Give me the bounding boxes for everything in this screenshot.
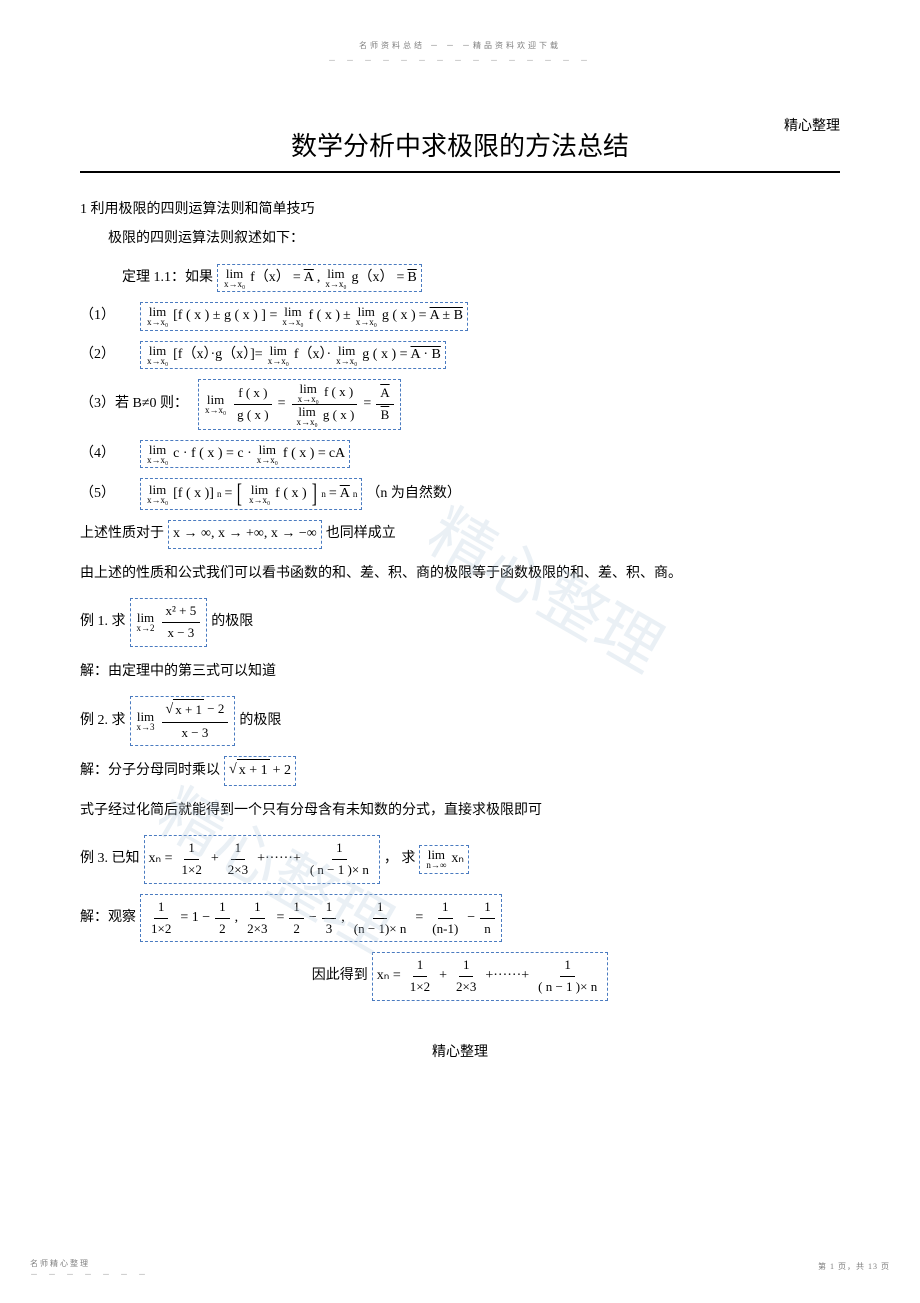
example-1-sol: 解：由定理中的第三式可以知道 — [80, 657, 840, 686]
rule-2: （2） limx→x₀ [f（x）·g（x）]= limx→x₀ f（x）· l… — [80, 341, 840, 369]
theorem-line: 定理 1.1：如果 limx→x₀ f（x）=A, limx→x₀ g（x）=B — [122, 264, 840, 292]
section-intro: 极限的四则运算法则叙述如下： — [80, 224, 840, 253]
header-top-right: 精心整理 — [784, 115, 840, 135]
header-dashes: － － － － － － － － － － － － － － － — [80, 55, 840, 66]
rule-3: （3）若 B≠0 则： limx→x₀ f ( x ) g ( x ) = li… — [80, 379, 840, 430]
example-3-obs: 解：观察 11×2 = 1 − 12 , 12×3 = 12 − 13 , 1(… — [80, 894, 840, 943]
theorem-label: 定理 1.1：如果 — [122, 267, 213, 289]
rule-4: （4） limx→x₀ c · f ( x ) = c · limx→x₀ f … — [80, 440, 840, 468]
rule-5-note: （n 为自然数） — [366, 483, 461, 505]
rule-1: （1） limx→x₀ [f ( x ) ± g ( x ) ] = limx→… — [80, 302, 840, 330]
example-1: 例 1. 求 limx→2 x² + 5 x − 3 的极限 — [80, 598, 840, 647]
section-heading: 1 利用极限的四则运算法则和简单技巧 — [80, 195, 840, 224]
footer-bottom-right: 第 1 页，共 13 页 — [818, 1261, 890, 1272]
example-2-sol: 解：分子分母同时乘以 x + 1 + 2 — [80, 756, 840, 785]
title-wrap: 数学分析中求极限的方法总结 — [80, 126, 840, 173]
rule-5: （5） limx→x₀ [f ( x )]n = [ limx→x₀ f ( x… — [80, 478, 840, 510]
footer-bottom-left: 名师精心整理 － － － － － － － — [30, 1258, 150, 1280]
header-top-center: 名师资料总结 － － －精品资料欢迎下载 — [80, 40, 840, 51]
example-3: 例 3. 已知 xₙ = 11×2 + 12×3 +······+ 1( n −… — [80, 835, 840, 884]
example-2: 例 2. 求 limx→3 x + 1 − 2 x − 3 的极限 — [80, 696, 840, 746]
example-2-post: 式子经过化简后就能得到一个只有分母含有未知数的分式，直接求极限即可 — [80, 796, 840, 825]
page-title: 数学分析中求极限的方法总结 — [287, 126, 633, 169]
example-3-therefore: 因此得到 xₙ = 11×2 + 12×3 +······+ 1( n − 1 … — [80, 952, 840, 1001]
post-note-1: 上述性质对于 x → ∞, x → +∞, x → −∞ 也同样成立 — [80, 520, 840, 548]
post-note-2: 由上述的性质和公式我们可以看书函数的和、差、积、商的极限等于函数极限的和、差、积… — [80, 559, 840, 588]
footer-center: 精心整理 — [80, 1041, 840, 1061]
